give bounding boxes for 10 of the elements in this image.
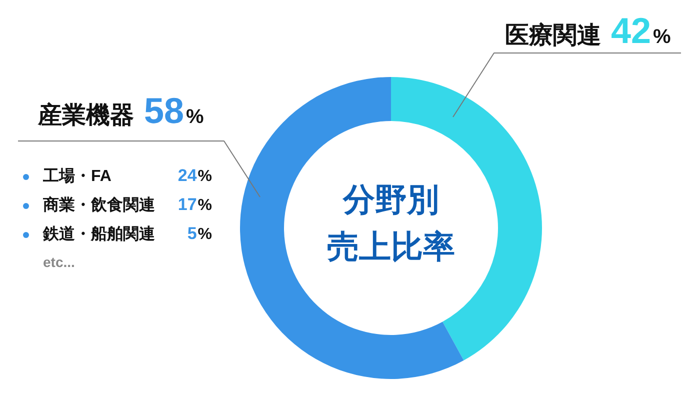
text: 鉄道・船舶関連 5% [43,224,212,243]
text: 分野別売上比率 [327,182,455,264]
donut-slice [240,77,464,379]
slice-label: 産業機器 [37,102,134,129]
text: 工場・FA 24% [43,166,212,185]
slice-label: 医療関連 [505,22,601,49]
data-label: 42% [611,10,672,51]
text: etc... [43,254,75,270]
text: 商業・飲食関連 17% [43,195,212,214]
data-label: 58% [144,90,204,131]
